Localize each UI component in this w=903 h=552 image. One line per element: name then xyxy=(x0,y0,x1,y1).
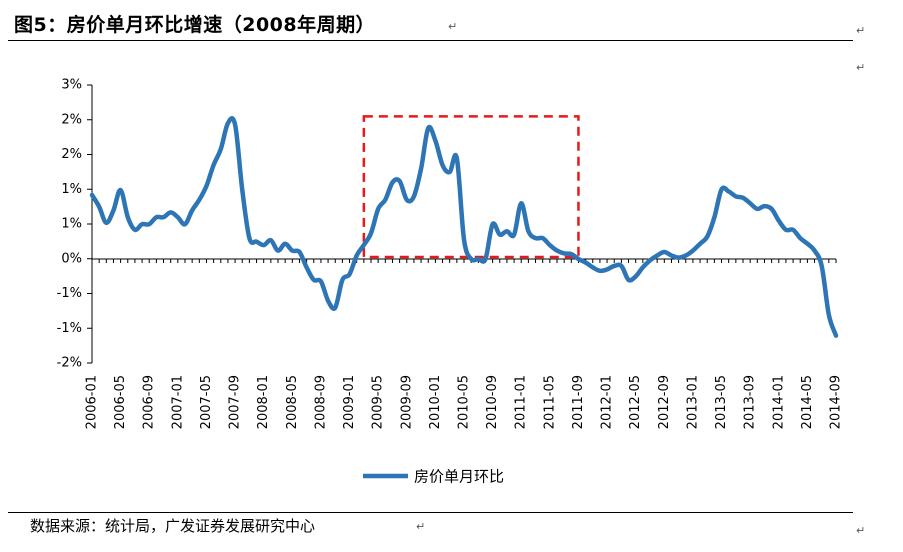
highlight-box xyxy=(362,115,580,259)
legend-label: 房价单月环比 xyxy=(414,468,504,486)
x-tick-label: 2006-05 xyxy=(113,375,128,429)
x-tick-label: 2014-05 xyxy=(800,375,815,429)
paragraph-mark-icon: ↵ xyxy=(448,20,458,33)
chart-title: 图5：房价单月环比增速（2008年周期） xyxy=(14,14,376,36)
y-axis: 3% 2% 2% 1% 1% 0% -1% -1% -2% xyxy=(57,78,93,371)
x-tick-label: 2012-09 xyxy=(657,375,672,429)
x-tick-label: 2014-09 xyxy=(829,375,844,429)
x-tick-label: 2010-09 xyxy=(485,375,500,429)
x-tick-label: 2006-09 xyxy=(142,375,157,429)
x-tick-label: 2009-09 xyxy=(399,375,414,429)
y-tick-label: 3% xyxy=(61,78,82,93)
x-tick-label: 2014-01 xyxy=(771,375,786,429)
paragraph-mark-icon: ↵ xyxy=(416,520,426,533)
x-tick-label: 2013-05 xyxy=(714,375,729,429)
x-tick-label: 2011-09 xyxy=(571,375,586,429)
paragraph-mark-icon: ↵ xyxy=(856,61,866,74)
series-line-fangjia xyxy=(89,116,839,338)
x-tick-label: 2008-09 xyxy=(313,375,328,429)
data-source: 数据来源：统计局，广发证券发展研究中心 xyxy=(30,517,316,535)
paragraph-mark-icon: ↵ xyxy=(856,24,866,37)
y-tick-label: 0% xyxy=(61,251,82,266)
x-tick-label: 2006-01 xyxy=(85,375,100,429)
x-tick-label: 2013-01 xyxy=(685,375,700,429)
y-tick-label: 2% xyxy=(61,112,82,127)
y-tick-label: 1% xyxy=(61,217,82,232)
x-tick-label: 2012-01 xyxy=(600,375,615,429)
x-tick-label: 2010-05 xyxy=(457,375,472,429)
x-tick-label: 2013-09 xyxy=(743,375,758,429)
x-tick-label: 2007-01 xyxy=(170,375,185,429)
y-tick-label: 1% xyxy=(61,182,82,197)
y-tick-label: -2% xyxy=(57,356,82,371)
y-tick-label: -1% xyxy=(57,286,82,301)
line-chart: 3%2%2%1%1%0%-1%-1%-2% 2006-01 2006-05 2006… xyxy=(57,78,844,486)
x-tick-label: 2007-05 xyxy=(199,375,214,429)
y-tick-label: 2% xyxy=(61,147,82,162)
x-tick-label: 2009-05 xyxy=(371,375,386,429)
source-divider xyxy=(8,512,853,513)
x-tick-label: 2011-05 xyxy=(542,375,557,429)
x-tick-label: 2008-01 xyxy=(256,375,271,429)
title-divider xyxy=(8,40,853,41)
x-tick-label: 2009-01 xyxy=(342,375,357,429)
x-tick-label: 2008-05 xyxy=(285,375,300,429)
y-tick-label: -1% xyxy=(57,321,82,336)
x-axis: 2006-01 2006-05 2006-09 2007-01 2007-05 2007-… xyxy=(85,258,844,429)
paragraph-mark-icon: ↵ xyxy=(856,524,866,537)
x-tick-label: 2010-01 xyxy=(428,375,443,429)
x-tick-label: 2012-05 xyxy=(628,375,643,429)
x-tick-label: 2007-09 xyxy=(228,375,243,429)
x-tick-label: 2011-01 xyxy=(514,375,529,429)
